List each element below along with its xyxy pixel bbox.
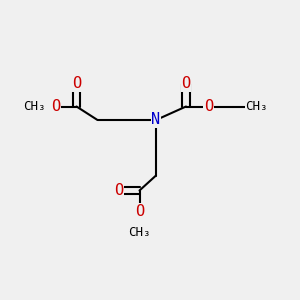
Text: CH₃: CH₃ bbox=[245, 100, 268, 113]
Text: N: N bbox=[152, 112, 160, 128]
Text: O: O bbox=[114, 183, 123, 198]
Text: O: O bbox=[204, 99, 213, 114]
Text: O: O bbox=[72, 76, 81, 92]
Text: O: O bbox=[182, 76, 190, 92]
Text: O: O bbox=[135, 204, 144, 219]
Text: O: O bbox=[51, 99, 60, 114]
Text: CH₃: CH₃ bbox=[23, 100, 46, 113]
Text: CH₃: CH₃ bbox=[128, 226, 151, 239]
